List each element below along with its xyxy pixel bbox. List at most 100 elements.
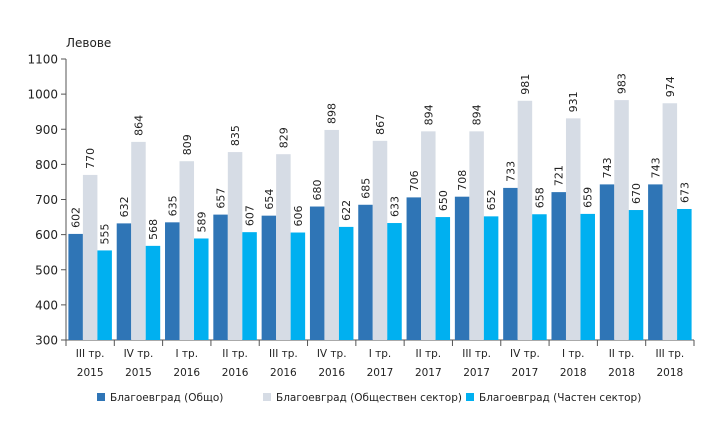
- bar: [261, 215, 277, 340]
- bar: [599, 184, 615, 340]
- legend-swatch: [466, 393, 474, 401]
- y-axis-title: Левове: [66, 36, 111, 50]
- data-label: 673: [678, 182, 691, 203]
- data-label: 555: [99, 223, 112, 244]
- data-label: 770: [84, 148, 97, 169]
- x-tick-label-quarter: I тр.: [175, 348, 198, 360]
- bar: [580, 213, 595, 340]
- x-tick-label-quarter: II тр.: [415, 348, 441, 360]
- data-label: 657: [215, 188, 228, 209]
- data-label: 606: [292, 206, 305, 227]
- bar: [483, 216, 499, 340]
- data-label: 983: [616, 73, 629, 94]
- legend-label: Благоевград (Общо): [110, 392, 223, 404]
- x-tick-label-year: 2016: [173, 367, 200, 379]
- x-tick-label-quarter: III тр.: [462, 348, 491, 360]
- plot-area: Левове 300 400 500 600 700 800 900 1000 1100 III т…: [27, 36, 695, 404]
- x-tick-label-quarter: II тр.: [609, 348, 635, 360]
- bar: [82, 174, 98, 340]
- legend-label: Благоевград (Обществен сектор): [276, 392, 462, 404]
- x-tick-label-year: 2015: [77, 367, 104, 379]
- bar: [227, 152, 243, 340]
- bar: [276, 154, 291, 340]
- y-tick-label: 1100: [27, 53, 58, 67]
- bar: [324, 129, 339, 340]
- x-tick-label-quarter: IV тр.: [317, 348, 347, 360]
- x-tick-label-year: 2017: [512, 367, 539, 379]
- data-label: 633: [389, 196, 402, 217]
- x-tick-label-quarter: III тр.: [655, 348, 684, 360]
- data-label: 607: [244, 205, 257, 226]
- bar: [551, 192, 566, 340]
- y-tick-label: 900: [35, 123, 58, 137]
- x-tick-label-year: 2016: [222, 367, 249, 379]
- x-tick-label-year: 2017: [463, 367, 490, 379]
- bar: [662, 103, 678, 340]
- data-label: 568: [147, 219, 160, 240]
- data-label: 743: [649, 157, 662, 178]
- bar: [145, 245, 161, 340]
- bar: [290, 232, 306, 340]
- bar: [614, 100, 629, 340]
- data-label: 864: [132, 115, 145, 136]
- bar: [338, 226, 354, 340]
- data-label: 894: [422, 104, 435, 125]
- data-label: 589: [195, 211, 208, 232]
- data-label: 809: [181, 134, 194, 155]
- bar: [503, 187, 518, 340]
- bar: [387, 223, 402, 340]
- bar: [68, 233, 83, 340]
- data-label: 670: [630, 183, 643, 204]
- data-label: 635: [166, 195, 179, 216]
- data-label: 974: [664, 76, 677, 97]
- y-tick-label: 300: [35, 334, 58, 348]
- data-label: 829: [277, 127, 290, 148]
- data-label: 658: [533, 187, 546, 208]
- y-tick-label: 1000: [27, 88, 58, 102]
- x-tick-label-year: 2018: [608, 367, 635, 379]
- y-tick-label: 400: [35, 298, 58, 312]
- bar: [194, 238, 209, 340]
- bar: [532, 214, 547, 340]
- y-tick-label: 500: [35, 263, 58, 277]
- bar: [469, 131, 484, 340]
- bar: [421, 131, 436, 340]
- y-tick-label: 800: [35, 158, 58, 172]
- bar: [309, 206, 325, 340]
- bar: [372, 140, 388, 340]
- data-label: 602: [70, 207, 83, 228]
- data-label: 733: [504, 161, 517, 182]
- data-label: 931: [567, 91, 580, 112]
- x-tick-label-year: 2016: [318, 367, 345, 379]
- x-tick-label-quarter: I тр.: [369, 348, 392, 360]
- x-tick-label-year: 2015: [125, 367, 152, 379]
- data-label: 835: [229, 125, 242, 146]
- x-tick-label-quarter: II тр.: [222, 348, 248, 360]
- bar: [358, 204, 373, 340]
- data-label: 867: [374, 114, 387, 135]
- data-label: 981: [519, 74, 532, 95]
- x-tick-label-year: 2017: [415, 367, 442, 379]
- x-tick-label-quarter: IV тр.: [510, 348, 540, 360]
- bar: [165, 222, 180, 340]
- bar: [131, 141, 146, 340]
- bar: [213, 214, 228, 340]
- x-tick-label-year: 2016: [270, 367, 297, 379]
- x-tick-label-quarter: III тр.: [269, 348, 298, 360]
- data-label: 706: [408, 170, 421, 191]
- data-label: 894: [471, 104, 484, 125]
- data-label: 721: [553, 165, 566, 186]
- data-label: 898: [326, 103, 339, 124]
- bar: [179, 161, 195, 340]
- data-label: 654: [263, 189, 276, 210]
- bar: [97, 250, 112, 340]
- bar: [406, 197, 422, 340]
- legend-swatch: [97, 393, 105, 401]
- data-label: 659: [582, 187, 595, 208]
- bar: [242, 232, 257, 340]
- bar: [517, 100, 533, 340]
- data-label: 680: [311, 180, 324, 201]
- bar: [454, 196, 470, 340]
- data-label: 708: [456, 170, 469, 191]
